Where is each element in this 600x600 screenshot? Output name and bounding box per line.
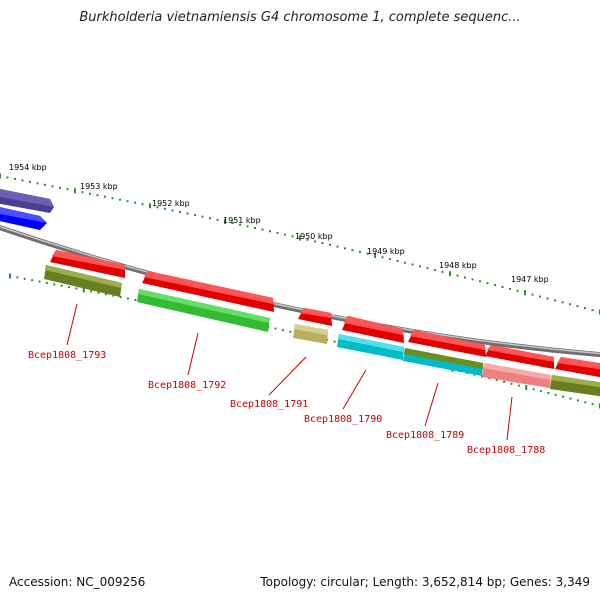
leader-line (424, 382, 439, 427)
feature-cyan[interactable] (337, 334, 404, 360)
leader-line (268, 356, 307, 396)
feature-track (44, 265, 600, 397)
cds-arrow[interactable] (408, 330, 486, 357)
feature-green[interactable] (137, 289, 270, 332)
upper-ruler (0, 173, 600, 315)
ruler-label: 1947 kbp (511, 275, 549, 284)
cds-arrow[interactable] (342, 316, 404, 343)
lower-ruler (9, 273, 600, 409)
feature-tan[interactable] (293, 324, 328, 344)
ruler-label: 1953 kbp (80, 182, 118, 191)
feature-navy[interactable] (0, 188, 54, 213)
feature-blue[interactable] (0, 206, 47, 230)
gene-label-leaders (66, 303, 513, 441)
ruler-label: 1949 kbp (367, 247, 405, 256)
chromosome-backbone (0, 225, 600, 358)
ruler-label: 1948 kbp (439, 261, 477, 270)
ruler-label: 1950 kbp (295, 232, 333, 241)
feature-olive[interactable] (550, 375, 600, 397)
feature-olive[interactable] (44, 265, 122, 297)
ruler-labels: 1954 kbp 1953 kbp 1952 kbp 1951 kbp 1950… (9, 163, 549, 284)
gene-labels: Bcep1808_1793 Bcep1808_1792 Bcep1808_179… (28, 350, 545, 456)
cds-arrow[interactable] (50, 250, 125, 278)
cds-arrow[interactable] (142, 271, 274, 312)
ruler-label: 1951 kbp (223, 216, 261, 225)
leader-line (187, 332, 199, 376)
leader-line (506, 396, 513, 441)
feature-cyan-olive[interactable] (403, 348, 483, 376)
cds-arrow[interactable] (298, 308, 332, 326)
leader-line (342, 369, 367, 410)
cds-arrow[interactable] (555, 357, 600, 378)
gene-label[interactable]: Bcep1808_1790 (304, 414, 382, 425)
chromosome-backbone-highlight (0, 225, 600, 355)
gene-label[interactable]: Bcep1808_1791 (230, 399, 308, 410)
leader-line (66, 303, 78, 346)
ruler-label: 1954 kbp (9, 163, 47, 172)
gene-label[interactable]: Bcep1808_1788 (467, 445, 545, 456)
accession-text: Accession: NC_009256 (9, 575, 146, 589)
gene-label[interactable]: Bcep1808_1793 (28, 350, 106, 361)
map-title: Burkholderia vietnamiensis G4 chromosome… (79, 10, 521, 25)
gene-label[interactable]: Bcep1808_1792 (148, 380, 226, 391)
ruler-label: 1952 kbp (152, 199, 190, 208)
cds-arrow[interactable] (485, 345, 554, 369)
gene-label[interactable]: Bcep1808_1789 (386, 430, 464, 441)
feature-pink[interactable] (482, 363, 551, 388)
cds-track (50, 250, 600, 378)
topology-summary: Topology: circular; Length: 3,652,814 bp… (260, 575, 590, 589)
